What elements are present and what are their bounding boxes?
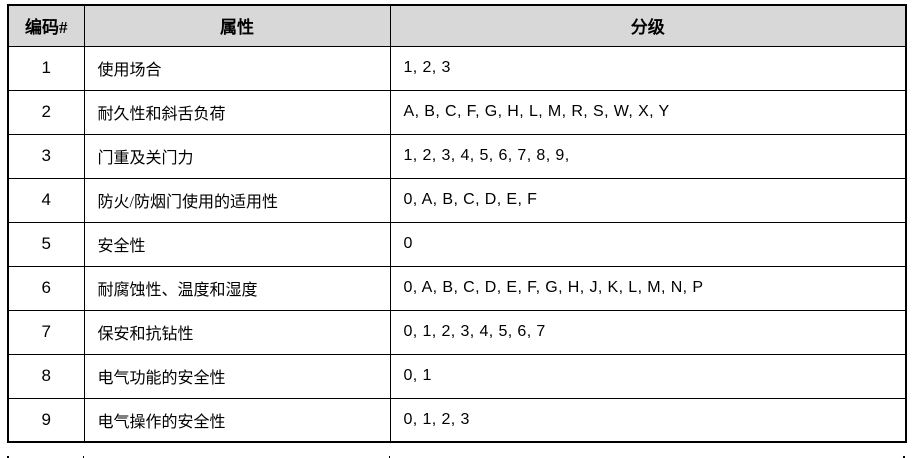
table-row: 3 门重及关门力 1, 2, 3, 4, 5, 6, 7, 8, 9, — [7, 133, 907, 179]
header-cell-attribute: 属性 — [83, 4, 391, 47]
row-attribute: 门重及关门力 — [83, 133, 391, 179]
row-attribute: 耐久性和斜舌负荷 — [83, 89, 391, 135]
row-code: 3 — [7, 133, 85, 179]
table-row: 5 安全性 0 — [7, 221, 907, 267]
table-row: 1 使用场合 1, 2, 3 — [7, 45, 907, 91]
table-continuation-stub — [83, 456, 84, 458]
table-continuation-stub — [389, 456, 390, 458]
row-grades: 0, A, B, C, D, E, F, G, H, J, K, L, M, N… — [389, 265, 907, 311]
row-code: 5 — [7, 221, 85, 267]
row-grades: 1, 2, 3, 4, 5, 6, 7, 8, 9, — [389, 133, 907, 179]
document-page: 编码# 属性 分级 1 使用场合 1, 2, 3 2 耐久性和斜舌负荷 A, B… — [0, 4, 913, 458]
row-code: 4 — [7, 177, 85, 223]
header-cell-grade: 分级 — [389, 4, 907, 47]
row-code: 1 — [7, 45, 85, 91]
row-attribute: 防火/防烟门使用的适用性 — [83, 177, 391, 223]
grading-table: 编码# 属性 分级 1 使用场合 1, 2, 3 2 耐久性和斜舌负荷 A, B… — [7, 4, 907, 443]
row-attribute: 电气功能的安全性 — [83, 353, 391, 399]
row-grades: 0 — [389, 221, 907, 267]
row-code: 2 — [7, 89, 85, 135]
row-grades: 0, 1 — [389, 353, 907, 399]
table-row: 2 耐久性和斜舌负荷 A, B, C, F, G, H, L, M, R, S,… — [7, 89, 907, 135]
row-grades: 1, 2, 3 — [389, 45, 907, 91]
header-row: 编码# 属性 分级 — [7, 4, 907, 47]
row-code: 8 — [7, 353, 85, 399]
table-row: 9 电气操作的安全性 0, 1, 2, 3 — [7, 397, 907, 443]
row-attribute: 使用场合 — [83, 45, 391, 91]
row-code: 7 — [7, 309, 85, 355]
table-row: 8 电气功能的安全性 0, 1 — [7, 353, 907, 399]
row-grades: 0, 1, 2, 3 — [389, 397, 907, 443]
table-row: 4 防火/防烟门使用的适用性 0, A, B, C, D, E, F — [7, 177, 907, 223]
row-attribute: 保安和抗钻性 — [83, 309, 391, 355]
row-grades: A, B, C, F, G, H, L, M, R, S, W, X, Y — [389, 89, 907, 135]
header-cell-code: 编码# — [7, 4, 85, 47]
row-attribute: 安全性 — [83, 221, 391, 267]
row-grades: 0, A, B, C, D, E, F — [389, 177, 907, 223]
row-code: 6 — [7, 265, 85, 311]
table-continuation-stub — [903, 456, 905, 458]
table-continuation-stub — [7, 456, 9, 458]
row-code: 9 — [7, 397, 85, 443]
row-attribute: 电气操作的安全性 — [83, 397, 391, 443]
row-attribute: 耐腐蚀性、温度和湿度 — [83, 265, 391, 311]
row-grades: 0, 1, 2, 3, 4, 5, 6, 7 — [389, 309, 907, 355]
table-row: 6 耐腐蚀性、温度和湿度 0, A, B, C, D, E, F, G, H, … — [7, 265, 907, 311]
table-row: 7 保安和抗钻性 0, 1, 2, 3, 4, 5, 6, 7 — [7, 309, 907, 355]
